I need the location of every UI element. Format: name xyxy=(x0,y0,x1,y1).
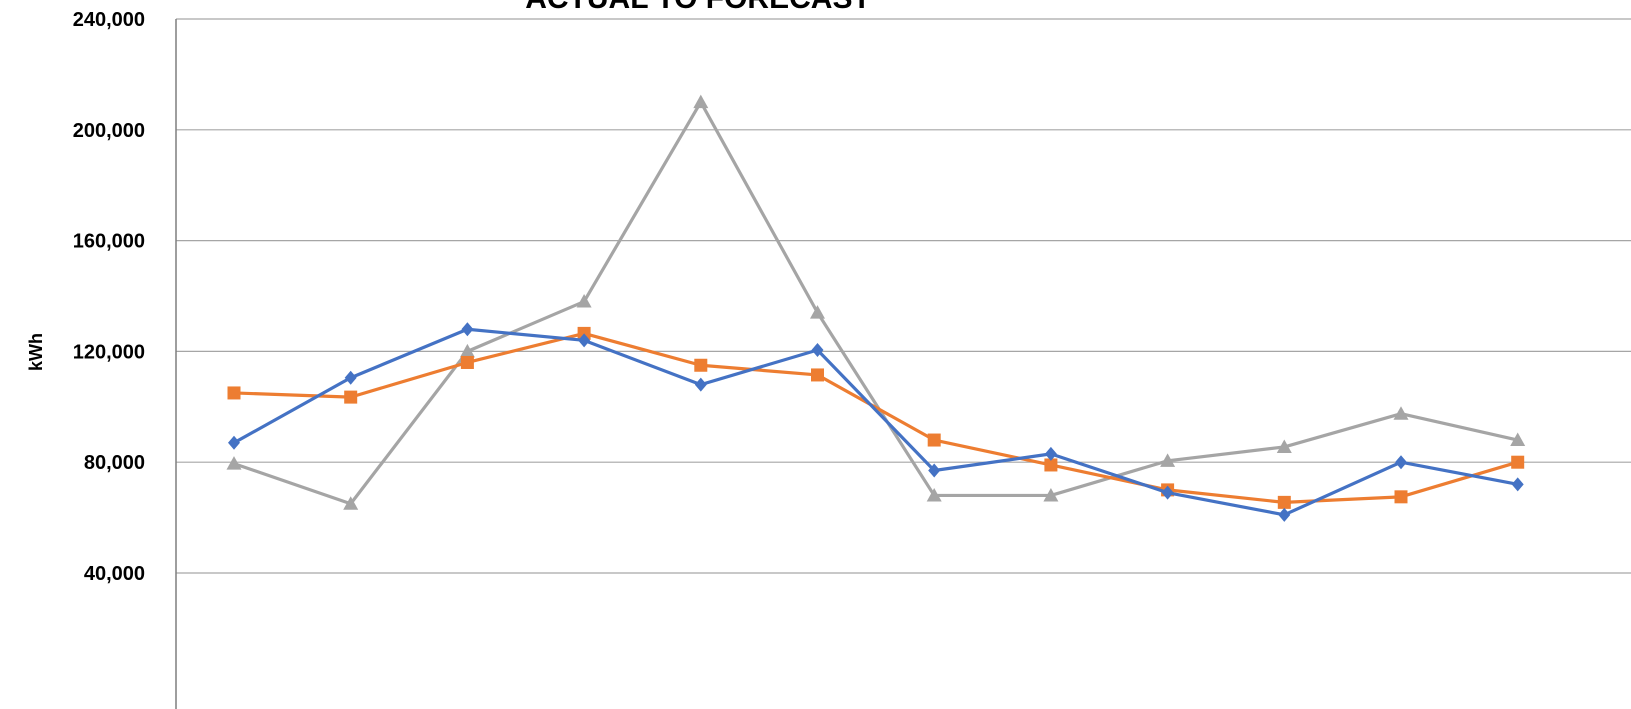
data-point xyxy=(1161,485,1174,500)
data-point xyxy=(811,343,824,358)
series-line xyxy=(233,331,1519,504)
data-point xyxy=(226,456,242,470)
series-triangle xyxy=(226,94,1526,510)
data-point xyxy=(461,322,474,337)
data-point xyxy=(1044,458,1058,472)
y-tick-label: 240,000 xyxy=(73,9,145,31)
data-point xyxy=(810,305,825,319)
data-point xyxy=(811,368,824,382)
data-point xyxy=(460,355,474,369)
series-line xyxy=(233,100,1519,506)
y-tick-label: 40,000 xyxy=(84,563,145,585)
y-tick-label: 80,000 xyxy=(84,452,145,474)
data-point xyxy=(578,333,591,348)
y-tick-label: 160,000 xyxy=(73,231,145,253)
data-point xyxy=(1510,432,1526,447)
data-point xyxy=(1394,490,1408,504)
data-point xyxy=(1395,455,1407,470)
data-point xyxy=(1043,487,1059,502)
data-point xyxy=(928,463,941,478)
data-point xyxy=(459,343,475,358)
y-tick-label: 120,000 xyxy=(73,341,145,363)
data-point xyxy=(1044,446,1057,461)
series-square xyxy=(227,326,1525,509)
data-point xyxy=(926,487,942,502)
y-axis-label: kWh xyxy=(26,333,46,371)
series-line xyxy=(233,327,1518,517)
data-point xyxy=(693,94,709,109)
data-point xyxy=(1511,455,1525,469)
series-group xyxy=(226,94,1526,522)
y-tick-labels: 40,000 80,000 120,000 160,000 200,000 240,000 xyxy=(73,9,145,585)
data-point xyxy=(344,390,358,404)
data-point xyxy=(927,433,941,447)
series-diamond xyxy=(228,322,1524,522)
data-point xyxy=(343,496,359,510)
data-point xyxy=(1160,453,1176,467)
data-point xyxy=(576,294,592,308)
data-point xyxy=(694,377,707,392)
data-point xyxy=(1276,439,1292,453)
data-point xyxy=(1393,406,1409,420)
data-point xyxy=(1277,495,1291,509)
data-point xyxy=(1511,477,1524,492)
data-point xyxy=(228,435,240,450)
gridlines xyxy=(176,18,1631,574)
data-point xyxy=(694,358,708,372)
chart-title: ACTUAL TO FORECAST xyxy=(525,0,871,15)
y-tick-label: 200,000 xyxy=(73,120,145,142)
data-point xyxy=(227,386,241,400)
data-point xyxy=(1278,507,1291,522)
data-point xyxy=(344,370,357,385)
